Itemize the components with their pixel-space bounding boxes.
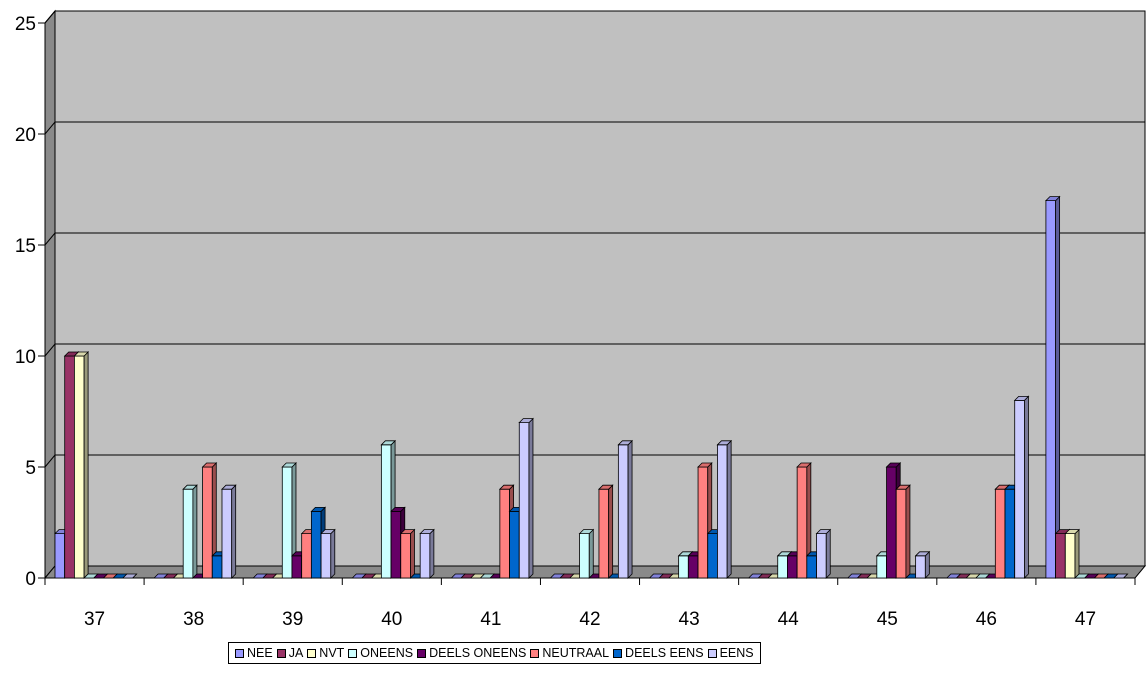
legend-swatch xyxy=(530,648,540,658)
y-tick-label: 10 xyxy=(15,347,36,368)
legend-swatch xyxy=(417,648,427,658)
y-tick-label: 0 xyxy=(25,569,36,590)
back-wall xyxy=(54,10,1146,567)
legend-item: NEUTRAAL xyxy=(530,646,609,660)
y-tick-label: 5 xyxy=(25,458,36,479)
legend-item: DEELS ONEENS xyxy=(417,646,526,660)
legend-label: DEELS EENS xyxy=(625,646,704,660)
bar xyxy=(399,528,416,579)
legend-swatch xyxy=(235,648,244,658)
x-tick-label: 39 xyxy=(282,609,303,630)
legend-item: NVT xyxy=(307,646,344,660)
legend-swatch xyxy=(276,648,286,658)
legend-label: EENS xyxy=(719,646,754,660)
bar xyxy=(73,351,90,579)
bar xyxy=(1064,528,1080,579)
gridline xyxy=(44,343,1145,357)
bar xyxy=(201,462,218,579)
x-tick-label: 37 xyxy=(84,609,105,630)
bar xyxy=(578,528,595,579)
x-tick-label: 45 xyxy=(877,609,898,630)
bar xyxy=(914,550,931,579)
bar xyxy=(419,528,435,579)
bar xyxy=(518,417,534,579)
legend-item: DEELS EENS xyxy=(613,646,704,660)
x-tick-label: 43 xyxy=(679,609,700,630)
legend-item: EENS xyxy=(707,646,754,660)
gridline xyxy=(44,10,1145,24)
bar xyxy=(1044,195,1061,579)
bar-chart: 0 5 10 15 20 25 37 38 39 40 41 42 43 44 45 46 47 xyxy=(15,9,1146,630)
gridline xyxy=(44,232,1145,246)
y-tick-label: 15 xyxy=(15,236,36,257)
legend-label: NEE xyxy=(247,646,273,660)
legend-swatch xyxy=(707,648,717,658)
x-tick-label: 42 xyxy=(579,609,600,630)
legend-swatch xyxy=(307,648,317,658)
legend-item: ONEENS xyxy=(348,646,413,660)
x-tick-label: 46 xyxy=(976,609,997,630)
x-tick-labels: 37 38 39 40 41 42 43 44 45 46 47 xyxy=(84,609,1096,630)
bar xyxy=(895,484,911,579)
bar xyxy=(121,573,138,579)
y-tick-labels: 0 5 10 15 20 25 xyxy=(15,14,36,590)
plot-walls xyxy=(43,9,1146,580)
gridline xyxy=(44,121,1145,135)
bar xyxy=(597,484,614,579)
legend: NEE JA NVT ONEENS DEELS ONEENS NEUTRAAL DEELS … xyxy=(228,642,761,664)
legend-item: NEE xyxy=(235,646,273,660)
y-tick-label: 20 xyxy=(15,125,36,146)
y-tick-label: 25 xyxy=(15,14,36,35)
bars xyxy=(54,195,1129,579)
bar xyxy=(320,528,336,579)
legend-label: ONEENS xyxy=(360,646,414,660)
x-tick-label: 47 xyxy=(1075,609,1096,630)
legend-label: NEUTRAAL xyxy=(542,646,610,660)
bar xyxy=(221,484,237,579)
legend-item: JA xyxy=(276,646,304,660)
legend-label: DEELS ONEENS xyxy=(429,646,527,660)
bar xyxy=(815,528,832,579)
gridlines xyxy=(44,10,1145,468)
x-tick-label: 38 xyxy=(183,609,204,630)
legend-label: NVT xyxy=(319,646,345,660)
bar xyxy=(796,462,812,579)
x-tick-label: 44 xyxy=(778,609,800,630)
legend-swatch xyxy=(613,648,623,658)
legend-swatch xyxy=(348,648,358,658)
bar xyxy=(182,484,198,579)
side-wall xyxy=(44,9,56,580)
bar xyxy=(617,439,634,579)
bar xyxy=(1112,573,1129,579)
bar xyxy=(716,439,733,579)
legend-label: JA xyxy=(288,646,304,660)
gridline xyxy=(44,454,1145,468)
bar xyxy=(1013,395,1030,579)
x-tick-label: 41 xyxy=(480,609,501,630)
x-tick-label: 40 xyxy=(381,609,402,630)
